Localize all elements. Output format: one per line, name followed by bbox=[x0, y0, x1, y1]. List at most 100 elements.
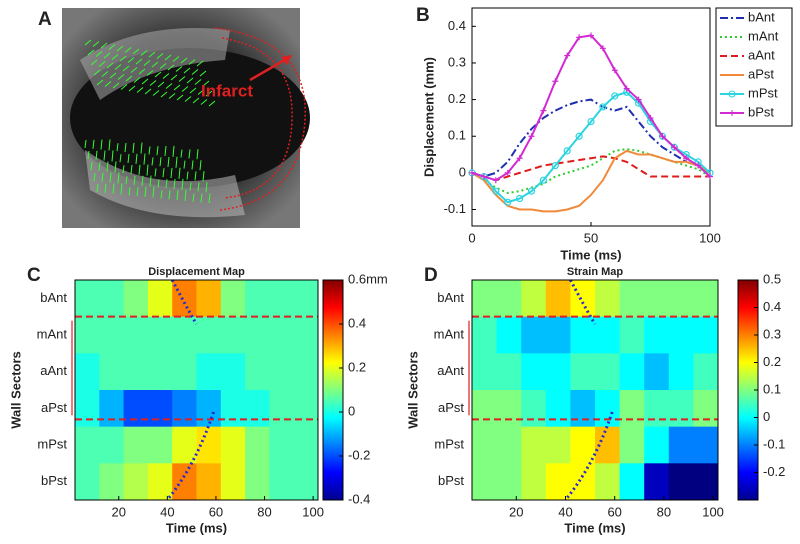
point-marker bbox=[492, 187, 500, 195]
vector bbox=[122, 65, 130, 72]
y-tick-label: 0.4 bbox=[448, 18, 466, 33]
vector bbox=[87, 150, 90, 160]
point-marker bbox=[480, 173, 487, 180]
vector bbox=[160, 190, 163, 199]
x-tick-label: 20 bbox=[509, 504, 523, 519]
heat-cell bbox=[220, 390, 246, 428]
y-tick-label: aAnt bbox=[40, 363, 67, 378]
vector bbox=[127, 57, 135, 63]
vector bbox=[135, 153, 138, 164]
vector bbox=[173, 84, 181, 91]
heat-cell bbox=[220, 316, 246, 354]
vector bbox=[103, 52, 111, 59]
vector bbox=[117, 172, 120, 184]
heat-cell bbox=[245, 390, 270, 428]
y-tick-label: 0.3 bbox=[448, 54, 466, 69]
heat-cell bbox=[245, 463, 270, 501]
heat-cell bbox=[619, 353, 645, 391]
vector bbox=[112, 82, 120, 89]
vector bbox=[151, 157, 154, 166]
point-marker bbox=[599, 103, 607, 111]
y-tick-label: bPst bbox=[438, 473, 464, 488]
colorbar-tick-label: -0.1 bbox=[763, 436, 785, 451]
vector bbox=[104, 183, 107, 193]
vector bbox=[92, 41, 100, 47]
vector bbox=[140, 50, 148, 56]
vector bbox=[186, 171, 189, 180]
vector bbox=[194, 79, 202, 85]
y-tick-label: bPst bbox=[41, 473, 67, 488]
heat-cell bbox=[147, 353, 173, 391]
vector bbox=[92, 139, 95, 149]
heat-cell bbox=[269, 316, 295, 354]
series-line bbox=[471, 98, 711, 178]
vector bbox=[143, 153, 146, 165]
vector bbox=[130, 67, 138, 73]
heat-cell bbox=[545, 463, 571, 501]
vector bbox=[95, 51, 103, 57]
vector bbox=[112, 183, 115, 194]
colorbar-tick-label: 0.2 bbox=[348, 359, 366, 374]
vector bbox=[100, 42, 108, 49]
vector bbox=[205, 90, 213, 97]
colorbar-tick-label: 0 bbox=[348, 403, 355, 418]
vector bbox=[116, 143, 119, 152]
vector bbox=[104, 81, 112, 87]
vector bbox=[124, 47, 132, 53]
heat-cell bbox=[668, 353, 694, 391]
heat-cell bbox=[595, 390, 621, 428]
x-tick-label: 60 bbox=[607, 504, 621, 519]
series-line bbox=[471, 148, 711, 195]
point-marker bbox=[563, 147, 571, 155]
point-marker bbox=[611, 92, 619, 100]
heat-cell bbox=[545, 316, 571, 354]
legend-label: mPst bbox=[748, 85, 778, 100]
colorbar-tick-label: 0.5 bbox=[763, 271, 781, 286]
vector bbox=[133, 175, 136, 186]
y-axis-label: Displacement (mm) bbox=[421, 57, 436, 177]
heat-cell bbox=[123, 463, 149, 501]
vector bbox=[197, 182, 200, 192]
series-line bbox=[471, 149, 711, 213]
vector bbox=[114, 64, 122, 70]
vector bbox=[116, 45, 124, 52]
vector bbox=[106, 161, 109, 172]
vector bbox=[194, 171, 197, 181]
vector bbox=[133, 77, 141, 83]
wave-front bbox=[564, 279, 614, 501]
vector bbox=[95, 150, 98, 160]
vector bbox=[144, 186, 147, 197]
legend-label: bAnt bbox=[748, 9, 775, 24]
colorbar-tick-label: 0 bbox=[763, 409, 770, 424]
vector bbox=[143, 60, 151, 66]
point-marker bbox=[707, 173, 713, 180]
heat-cell bbox=[196, 390, 222, 428]
vector bbox=[191, 160, 194, 170]
vector bbox=[156, 53, 164, 59]
vector bbox=[184, 189, 187, 201]
vector bbox=[128, 85, 136, 92]
heat-cell bbox=[619, 316, 645, 354]
heat-cell bbox=[521, 353, 547, 391]
vector bbox=[136, 87, 144, 93]
legend-label: aAnt bbox=[748, 47, 775, 62]
heat-cell bbox=[123, 426, 149, 464]
vector bbox=[111, 150, 114, 162]
vector bbox=[199, 160, 202, 171]
heat-cell bbox=[693, 280, 719, 318]
vector bbox=[120, 84, 128, 90]
heat-cell bbox=[545, 390, 571, 428]
vector bbox=[120, 183, 123, 195]
vector bbox=[180, 57, 188, 64]
x-tick-label: 100 bbox=[699, 230, 721, 245]
heat-cell bbox=[545, 280, 571, 318]
heat-cell bbox=[172, 390, 197, 428]
vector bbox=[96, 183, 99, 193]
colorbar-tick-label: 0.6mm bbox=[348, 271, 388, 286]
vector bbox=[175, 66, 183, 72]
vector bbox=[196, 60, 204, 67]
vector bbox=[205, 182, 208, 193]
panel-label: C bbox=[27, 265, 41, 286]
vector bbox=[148, 51, 156, 58]
vector bbox=[172, 56, 180, 62]
